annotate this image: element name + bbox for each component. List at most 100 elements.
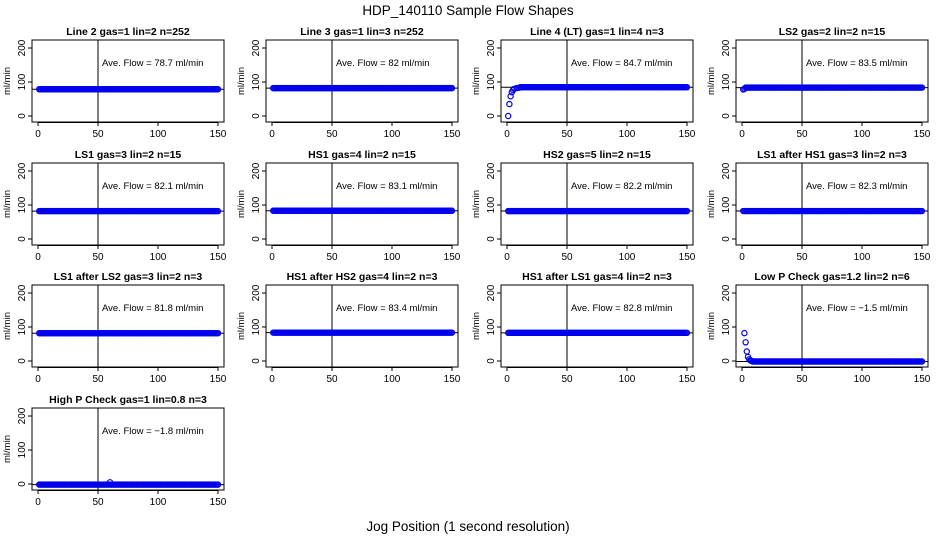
y-axis-label: ml/min (2, 67, 13, 95)
data-points (270, 329, 456, 336)
x-tick-label: 50 (92, 497, 104, 508)
plot-frame (735, 162, 929, 246)
data-point (214, 481, 222, 488)
y-tick-label: 100 (486, 196, 497, 213)
x-tick-label: 150 (444, 374, 461, 385)
x-tick-label: 50 (561, 374, 573, 385)
average-flow-annotation: Ave. Flow = 78.7 ml/min (102, 58, 203, 69)
y-tick-label: 100 (721, 318, 732, 335)
y-axis-label: ml/min (471, 190, 482, 218)
main-x-axis-label: Jog Position (1 second resolution) (366, 519, 569, 534)
y-tick-label: 0 (721, 236, 732, 242)
panel-title: Line 2 gas=1 lin=2 n=252 (66, 26, 190, 38)
data-points (505, 329, 691, 337)
data-point (506, 100, 513, 108)
y-tick-label: 200 (721, 39, 732, 56)
data-points (36, 479, 222, 488)
y-tick-label: 0 (486, 236, 497, 242)
x-tick-label: 150 (679, 252, 696, 263)
data-point (448, 84, 456, 92)
x-tick-label: 150 (679, 129, 696, 140)
data-points (505, 207, 691, 215)
y-tick-label: 0 (721, 358, 732, 364)
panels-container: Line 2 gas=1 lin=2 n=252 0 50 100 150 0 100 200… (2, 26, 931, 508)
data-points (740, 207, 926, 215)
x-tick-label: 150 (444, 252, 461, 263)
plot-frame (265, 39, 459, 123)
average-flow-annotation: Ave. Flow = −1.5 ml/min (806, 303, 908, 314)
y-tick-label: 100 (17, 73, 28, 90)
plot-frame (31, 39, 225, 123)
y-tick-label: 200 (251, 39, 262, 56)
data-points (740, 84, 926, 93)
panel-title: Line 4 (LT) gas=1 lin=4 n=3 (530, 26, 664, 38)
x-tick-label: 0 (269, 252, 275, 263)
panel-12: Low P Check gas=1.2 lin=2 n=6 0 50 100 150 0 1… (706, 271, 931, 385)
x-tick-label: 100 (384, 129, 401, 140)
x-tick-label: 50 (561, 129, 573, 140)
panel-title: HS1 after LS1 gas=4 lin=2 n=3 (522, 271, 672, 283)
y-tick-label: 200 (486, 162, 497, 179)
x-tick-label: 50 (561, 252, 573, 263)
y-tick-label: 100 (721, 73, 732, 90)
data-point (683, 207, 691, 215)
y-tick-label: 100 (17, 318, 28, 335)
plot-frame (735, 39, 929, 123)
y-tick-label: 200 (721, 284, 732, 301)
x-tick-label: 100 (854, 374, 871, 385)
x-tick-label: 150 (914, 374, 931, 385)
data-points (270, 207, 456, 214)
y-tick-label: 100 (251, 73, 262, 90)
y-axis-label: ml/min (2, 190, 13, 218)
x-tick-label: 100 (619, 252, 636, 263)
x-tick-label: 100 (854, 129, 871, 140)
x-tick-label: 150 (914, 129, 931, 140)
x-tick-label: 50 (796, 252, 808, 263)
y-tick-label: 200 (17, 284, 28, 301)
panel-title: HS1 gas=4 lin=2 n=15 (308, 149, 416, 161)
data-point (214, 86, 222, 93)
data-point (683, 84, 691, 91)
x-tick-label: 50 (326, 374, 338, 385)
panel-7: HS2 gas=5 lin=2 n=15 0 50 100 150 0 100 200 ml/m… (471, 149, 696, 263)
x-tick-label: 0 (504, 374, 510, 385)
x-tick-label: 0 (504, 252, 510, 263)
average-flow-annotation: Ave. Flow = 83.5 ml/min (806, 58, 907, 69)
y-tick-label: 200 (251, 284, 262, 301)
y-tick-label: 200 (17, 39, 28, 56)
y-tick-label: 0 (486, 358, 497, 364)
x-tick-label: 150 (210, 129, 227, 140)
data-points (505, 84, 691, 120)
y-tick-label: 100 (486, 318, 497, 335)
average-flow-annotation: Ave. Flow = 84.7 ml/min (571, 58, 672, 69)
x-tick-label: 150 (444, 129, 461, 140)
panel-4: LS2 gas=2 lin=2 n=15 0 50 100 150 0 100 200 ml/m… (706, 26, 931, 140)
data-points (36, 86, 222, 93)
plot-frame (265, 162, 459, 246)
x-tick-label: 100 (619, 129, 636, 140)
panel-1: Line 2 gas=1 lin=2 n=252 0 50 100 150 0 100 200… (2, 26, 227, 140)
y-axis-label: ml/min (471, 67, 482, 95)
average-flow-annotation: Ave. Flow = 82.3 ml/min (806, 181, 907, 192)
x-tick-label: 100 (854, 252, 871, 263)
average-flow-annotation: Ave. Flow = −1.8 ml/min (102, 426, 204, 437)
data-point (505, 112, 512, 120)
y-tick-label: 200 (486, 284, 497, 301)
x-tick-label: 100 (619, 374, 636, 385)
y-axis-label: ml/min (2, 312, 13, 340)
panel-title: HS1 after HS2 gas=4 lin=2 n=3 (287, 271, 438, 283)
y-tick-label: 100 (17, 441, 28, 458)
x-tick-label: 0 (504, 129, 510, 140)
data-point (918, 207, 926, 215)
y-tick-label: 0 (17, 481, 28, 487)
y-tick-label: 200 (251, 162, 262, 179)
average-flow-annotation: Ave. Flow = 83.4 ml/min (336, 303, 437, 314)
data-point (741, 329, 748, 337)
y-tick-label: 200 (17, 407, 28, 424)
x-tick-label: 150 (679, 374, 696, 385)
x-tick-label: 150 (210, 252, 227, 263)
panel-6: HS1 gas=4 lin=2 n=15 0 50 100 150 0 100 200 ml/m… (236, 149, 461, 263)
x-tick-label: 0 (739, 252, 745, 263)
y-tick-label: 0 (251, 358, 262, 364)
